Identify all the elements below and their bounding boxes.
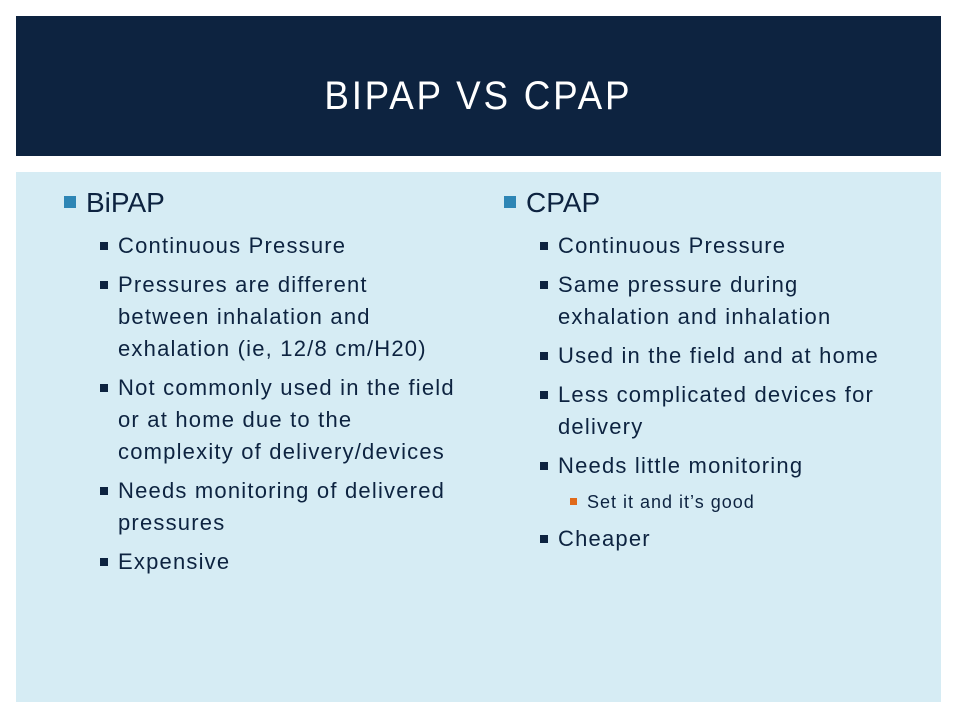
square-bullet-icon <box>64 196 76 208</box>
list-item-text: Continuous Pressure <box>558 233 787 258</box>
bipap-list: Continuous Pressure Pressures are differ… <box>64 230 464 578</box>
sub-list-item: Set it and it’s good <box>570 489 904 515</box>
slide-title: BIPAP VS CPAP <box>324 73 633 118</box>
square-bullet-icon <box>540 391 548 399</box>
square-bullet-icon <box>100 558 108 566</box>
bipap-heading: BiPAP <box>86 187 165 218</box>
cpap-column: CPAP Continuous Pressure Same pressure d… <box>504 186 904 562</box>
list-item-text: Cheaper <box>558 526 651 551</box>
list-item: Same pressure during exhalation and inha… <box>540 269 904 333</box>
square-bullet-icon <box>540 281 548 289</box>
list-item-text: Pressures are different between inhalati… <box>118 272 427 361</box>
cpap-list: Continuous Pressure Same pressure during… <box>504 230 904 555</box>
square-bullet-icon <box>540 352 548 360</box>
list-item-text: Used in the field and at home <box>558 343 879 368</box>
square-bullet-icon <box>100 242 108 250</box>
square-bullet-icon <box>540 535 548 543</box>
list-item: Needs little monitoring <box>540 450 904 482</box>
content-panel: BiPAP Continuous Pressure Pressures are … <box>16 172 941 702</box>
sub-list-item-text: Set it and it’s good <box>587 492 755 512</box>
title-bar: BIPAP VS CPAP <box>16 16 941 156</box>
list-item-text: Expensive <box>118 549 231 574</box>
list-item-text: Needs monitoring of delivered pressures <box>118 478 446 535</box>
list-item: Cheaper <box>540 523 904 555</box>
list-item: Continuous Pressure <box>540 230 904 262</box>
list-item: Continuous Pressure <box>100 230 464 262</box>
square-bullet-icon <box>100 384 108 392</box>
square-bullet-icon <box>100 487 108 495</box>
list-item-text: Continuous Pressure <box>118 233 347 258</box>
list-item: Less complicated devices for delivery <box>540 379 904 443</box>
square-bullet-icon <box>570 498 577 505</box>
list-item: Used in the field and at home <box>540 340 904 372</box>
list-item-text: Less complicated devices for delivery <box>558 382 875 439</box>
list-item: Pressures are different between inhalati… <box>100 269 464 365</box>
list-item: Needs monitoring of delivered pressures <box>100 475 464 539</box>
bipap-column: BiPAP Continuous Pressure Pressures are … <box>64 186 464 585</box>
square-bullet-icon <box>540 242 548 250</box>
list-item: Not commonly used in the field or at hom… <box>100 372 464 468</box>
cpap-heading: CPAP <box>526 187 601 218</box>
cpap-heading-item: CPAP <box>504 186 904 220</box>
list-item: Expensive <box>100 546 464 578</box>
list-item-text: Not commonly used in the field or at hom… <box>118 375 455 464</box>
list-item-text: Needs little monitoring <box>558 453 804 478</box>
square-bullet-icon <box>540 462 548 470</box>
bipap-heading-item: BiPAP <box>64 186 464 220</box>
square-bullet-icon <box>100 281 108 289</box>
list-item-text: Same pressure during exhalation and inha… <box>558 272 832 329</box>
square-bullet-icon <box>504 196 516 208</box>
